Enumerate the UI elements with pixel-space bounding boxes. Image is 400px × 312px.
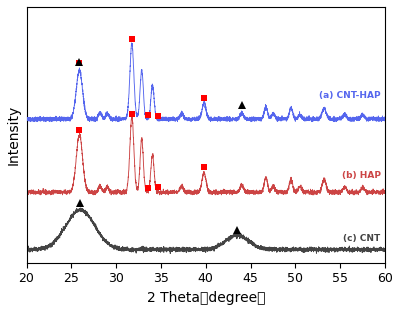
Text: (c) CNT: (c) CNT <box>343 234 381 243</box>
X-axis label: 2 Theta（degree）: 2 Theta（degree） <box>146 291 265 305</box>
Y-axis label: Intensity: Intensity <box>7 105 21 165</box>
Text: (b) HAP: (b) HAP <box>342 171 381 180</box>
Text: (a) CNT-HAP: (a) CNT-HAP <box>319 91 381 100</box>
